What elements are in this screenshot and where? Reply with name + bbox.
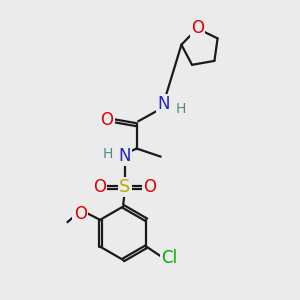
Text: O: O <box>74 205 87 223</box>
Text: H: H <box>102 147 113 160</box>
Text: N: N <box>157 95 170 113</box>
Text: H: H <box>176 102 186 116</box>
Text: O: O <box>100 111 113 129</box>
Text: Cl: Cl <box>161 250 177 268</box>
Text: O: O <box>191 20 204 38</box>
Text: O: O <box>93 178 106 196</box>
Text: O: O <box>143 178 157 196</box>
Text: S: S <box>119 178 130 196</box>
Text: N: N <box>118 147 131 165</box>
